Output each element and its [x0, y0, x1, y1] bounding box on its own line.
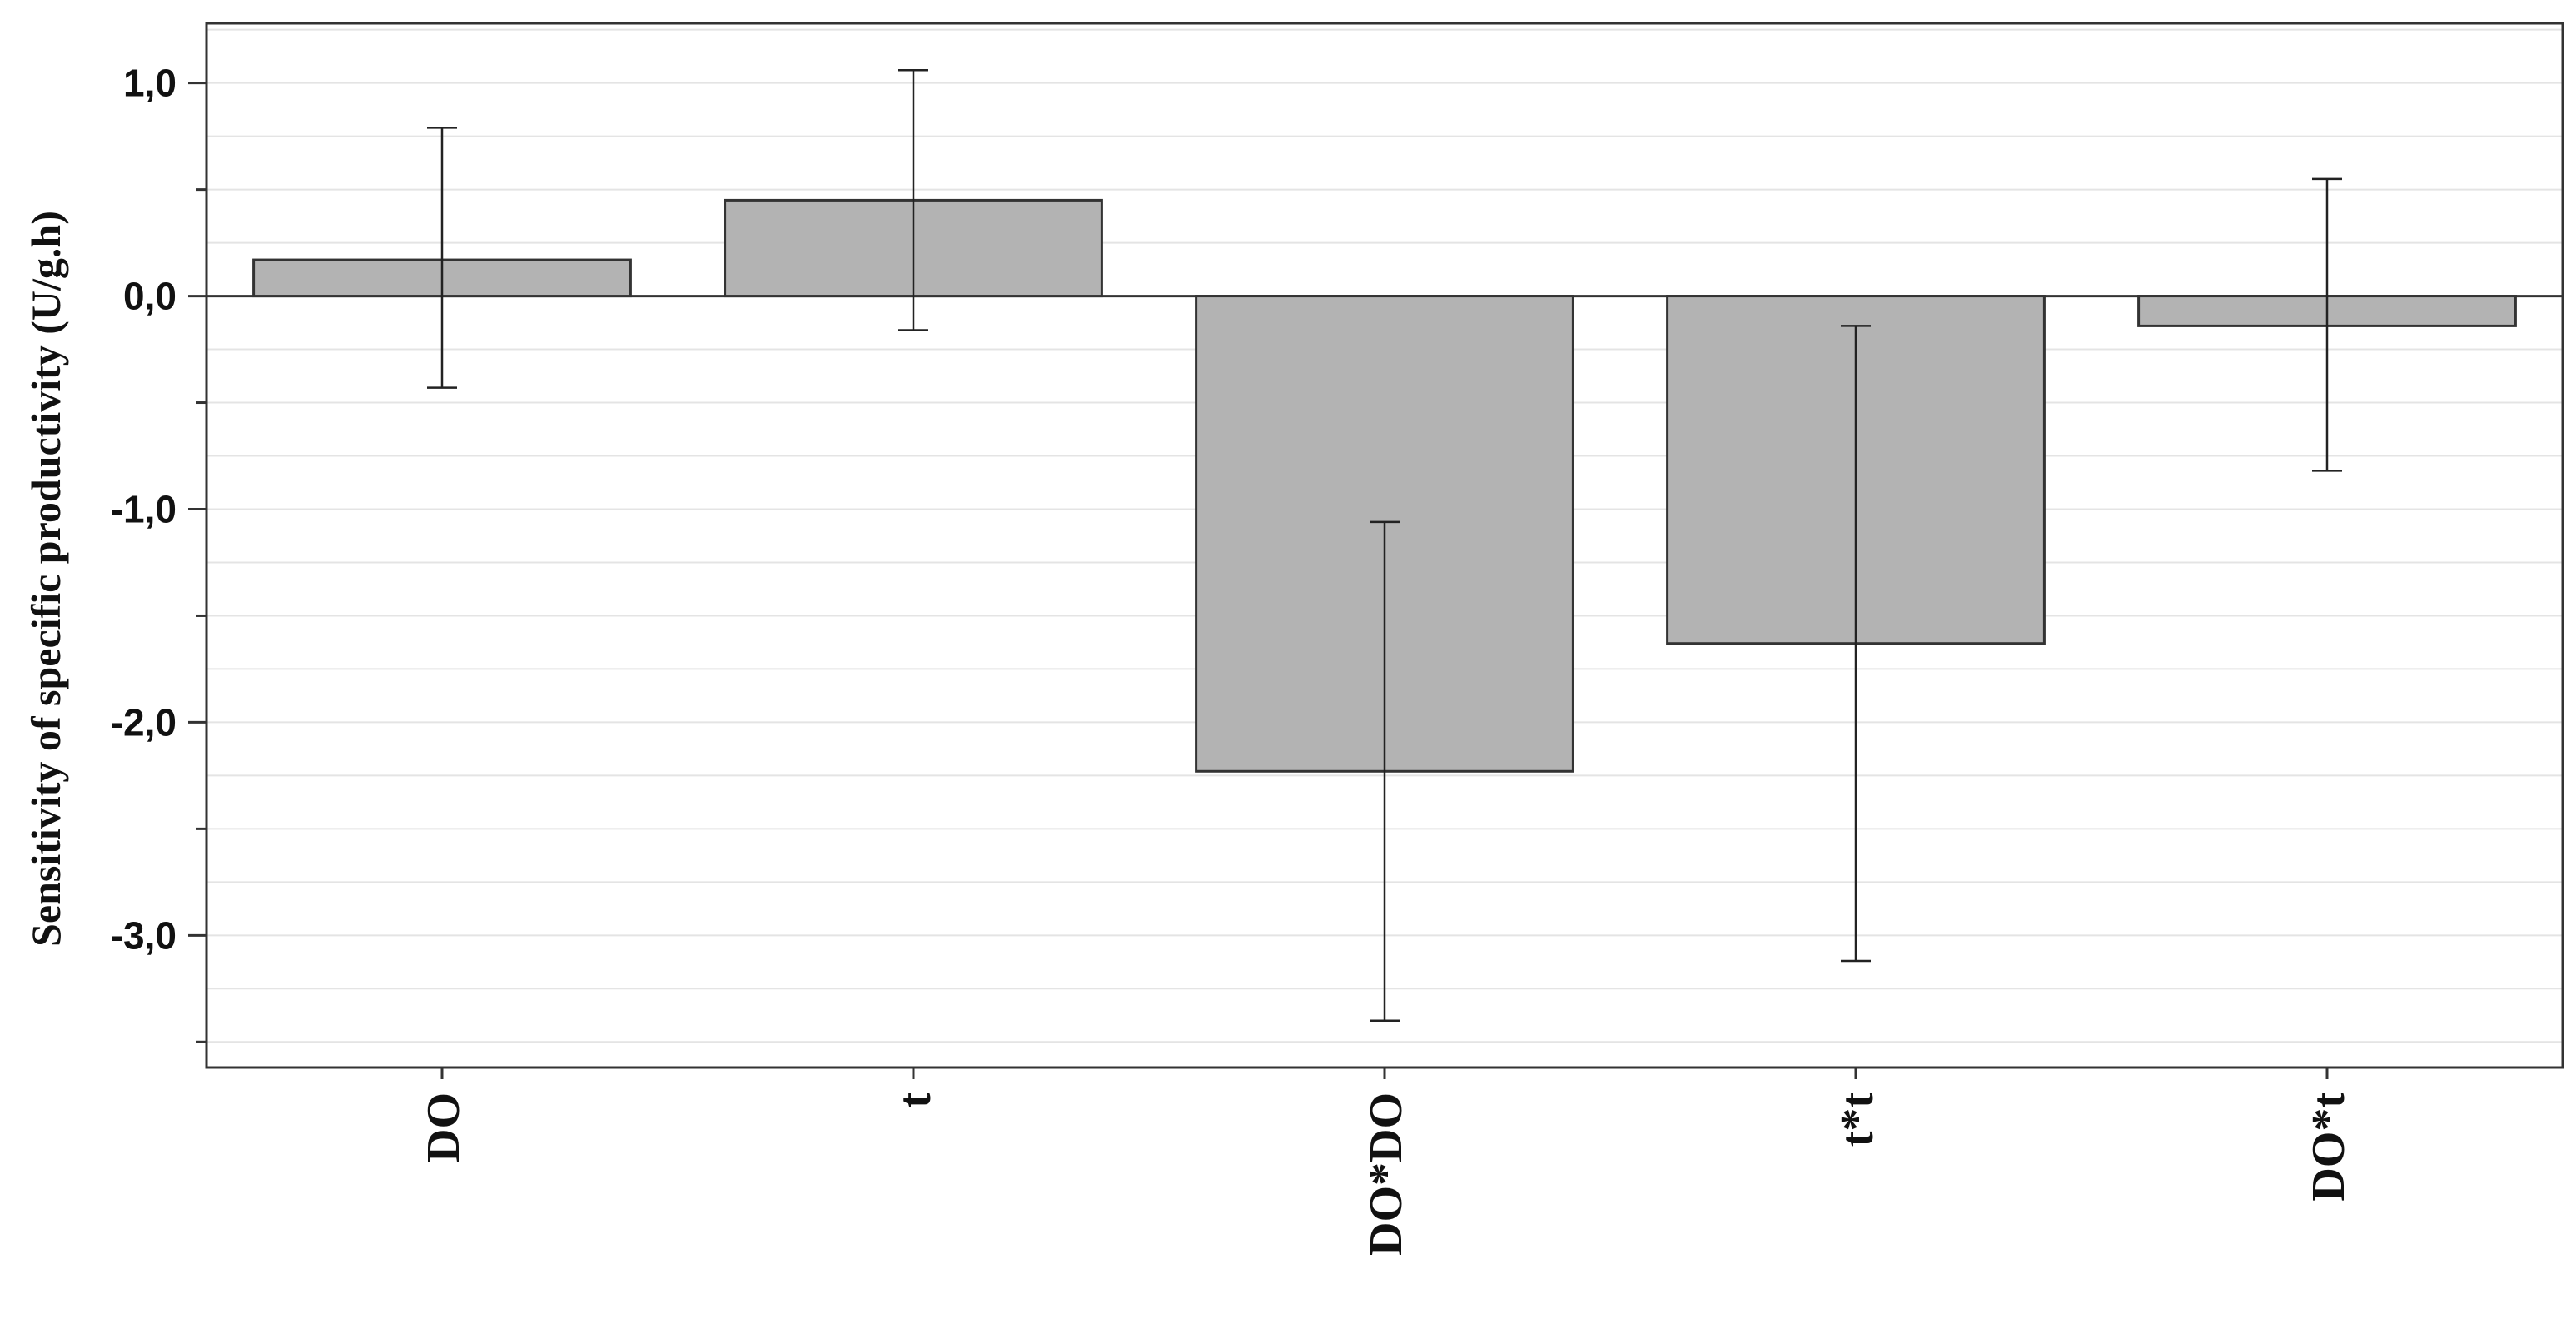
y-tick-label: 1,0 [123, 62, 177, 105]
y-tick-label: -2,0 [111, 700, 177, 744]
y-axis-label: Sensitivity of specific productivity (U/… [22, 211, 69, 947]
y-tick-label: 0,0 [123, 275, 177, 318]
x-tick-label: DO*DO [1360, 1093, 1412, 1256]
x-axis-ticks: DO t DO*DO t*t DO*t [418, 1068, 2355, 1256]
y-tick-label: -1,0 [111, 487, 177, 530]
y-tick-label: -3,0 [111, 913, 177, 957]
x-tick-label: t*t [1832, 1093, 1883, 1147]
y-axis-ticks: 1,0 0,0 -1,0 -2,0 -3,0 [111, 62, 206, 1043]
error-bars [427, 69, 2342, 1022]
x-tick-label: DO*t [2303, 1093, 2355, 1202]
x-tick-label: t [889, 1093, 941, 1108]
x-tick-label: DO [418, 1093, 470, 1162]
